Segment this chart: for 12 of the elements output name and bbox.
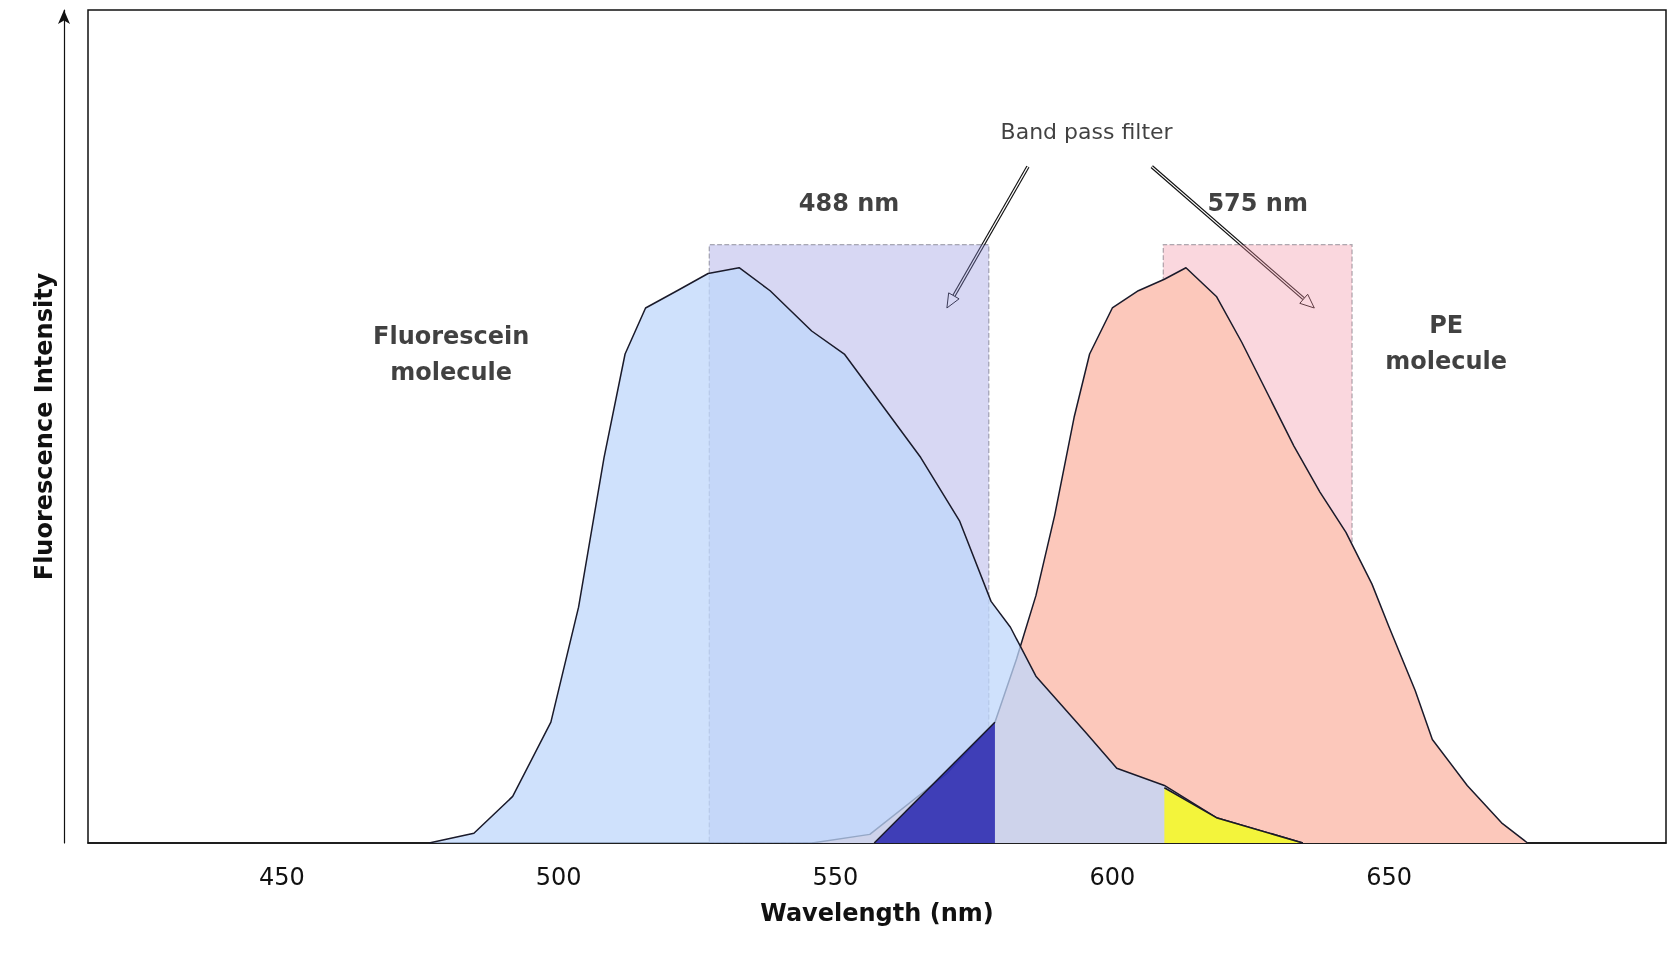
y-axis-title: Fluorescence Intensity bbox=[30, 272, 58, 581]
text: Band pass filter bbox=[1000, 118, 1174, 144]
x-tick-label: 600 bbox=[1089, 863, 1136, 891]
x-tick-label: 500 bbox=[535, 863, 582, 891]
x-tick-label: 650 bbox=[1366, 863, 1413, 891]
x-tick-label: 550 bbox=[812, 863, 859, 891]
x-tick-label: 450 bbox=[258, 863, 305, 891]
x-axis-title: Wavelength (nm) bbox=[760, 899, 994, 927]
text: 575 nm bbox=[1207, 188, 1308, 217]
annotation: PE molecule bbox=[1385, 310, 1508, 375]
text: 488 nm bbox=[798, 188, 900, 217]
annotation: Fluorescein molecule bbox=[373, 322, 530, 387]
